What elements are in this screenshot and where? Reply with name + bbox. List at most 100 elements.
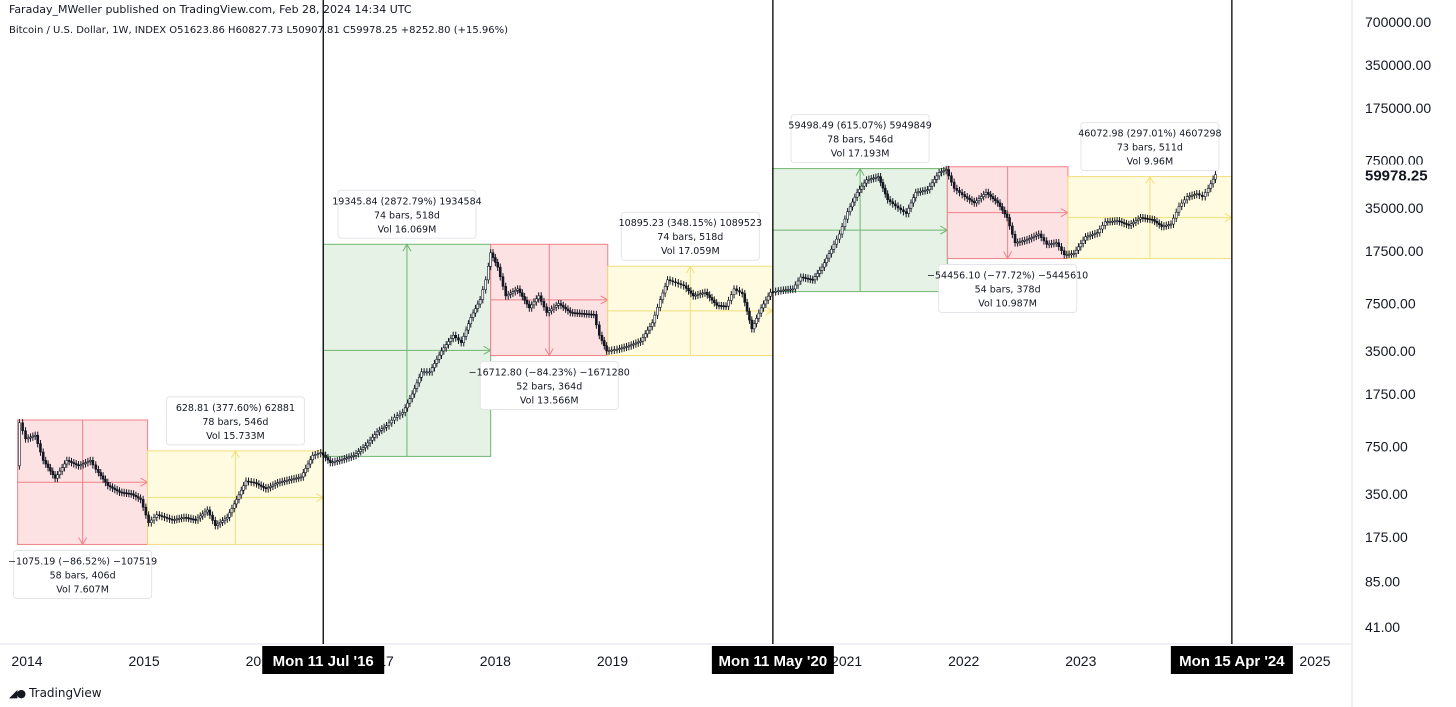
candle-body xyxy=(668,279,672,282)
candle-body xyxy=(727,300,730,307)
candle-body xyxy=(789,288,792,291)
candle-body xyxy=(779,289,783,292)
candle-body xyxy=(597,324,601,336)
candle-body xyxy=(309,459,312,465)
candle-body xyxy=(532,301,536,306)
candle-body xyxy=(896,205,900,209)
candle-body xyxy=(1160,224,1163,227)
measure-arrow-down xyxy=(1003,251,1013,260)
candle-body xyxy=(1209,183,1213,189)
candle-body xyxy=(471,312,475,318)
candle-body xyxy=(972,201,976,204)
time-marker-label-bg[interactable] xyxy=(711,646,834,674)
candle-body xyxy=(809,278,812,281)
candle-body xyxy=(1188,195,1192,198)
candle-body xyxy=(134,494,138,497)
candle-body xyxy=(430,367,434,373)
candle-body xyxy=(1011,225,1014,235)
candle-body xyxy=(285,479,289,482)
measure-callout[interactable] xyxy=(13,549,153,599)
candle-body xyxy=(566,308,570,312)
candle-body xyxy=(474,308,477,314)
candle-body xyxy=(442,347,446,352)
candle-body xyxy=(620,347,624,350)
candle-body xyxy=(592,313,596,316)
candle-body xyxy=(559,303,563,306)
candle-body xyxy=(398,413,402,417)
measure-arrow-up xyxy=(1145,175,1155,184)
candle-body xyxy=(926,189,929,191)
time-marker-label-bg[interactable] xyxy=(1170,646,1293,674)
candle-body xyxy=(1136,218,1140,221)
candle-body xyxy=(600,335,604,341)
candle-body xyxy=(122,492,126,494)
candle-body xyxy=(101,475,105,480)
candle-body xyxy=(262,485,265,488)
candle-body xyxy=(1079,243,1083,248)
measure-callout[interactable] xyxy=(620,211,760,261)
candle-body xyxy=(722,305,725,308)
measure-callout[interactable] xyxy=(479,361,619,411)
measure-arrow-up xyxy=(230,449,240,459)
candle-body xyxy=(44,460,48,465)
candle-body xyxy=(979,196,983,199)
measure-callout-line-3: Vol 13.566M xyxy=(520,396,579,407)
candle-body xyxy=(225,516,229,520)
candle-body xyxy=(855,192,859,198)
candle-body xyxy=(1203,192,1207,197)
candle-body xyxy=(1008,217,1011,227)
measure-callout-line-3: Vol 15.733M xyxy=(206,431,265,442)
candle-body xyxy=(1045,240,1048,245)
candle-body xyxy=(278,481,282,484)
tradingview-brand[interactable]: ◢● TradingView xyxy=(9,686,102,700)
candle-body xyxy=(447,341,450,345)
candle-body xyxy=(401,412,404,415)
candle-body xyxy=(1111,220,1114,223)
candle-body xyxy=(366,442,370,447)
symbol-legend[interactable]: Bitcoin / U.S. Dollar, 1W, INDEX O51623.… xyxy=(9,25,509,36)
measure-callout-line-1: 10895.23 (348.15%) 1089523 xyxy=(619,218,762,229)
candle-body xyxy=(283,480,286,483)
time-marker-label[interactable]: Mon 11 Jul '16 xyxy=(273,653,374,670)
measure-callout[interactable] xyxy=(1080,122,1220,172)
candle-body xyxy=(382,426,386,430)
x-tick-label: 2015 xyxy=(129,653,160,669)
x-tick-label: 2021 xyxy=(831,653,862,669)
candle-body xyxy=(625,346,628,348)
candle-body xyxy=(539,295,543,302)
candle-body xyxy=(1084,236,1087,241)
candle-body xyxy=(31,435,35,438)
candle-body xyxy=(748,310,751,321)
measure-callout[interactable] xyxy=(790,114,930,164)
candle-body xyxy=(106,482,110,486)
measure-callout[interactable] xyxy=(165,396,305,446)
candle-body xyxy=(1150,218,1154,221)
candle-body xyxy=(838,233,841,240)
candle-body xyxy=(287,479,291,481)
candle-body xyxy=(1211,178,1215,185)
time-marker-label-bg[interactable] xyxy=(262,646,385,674)
candle-body xyxy=(49,467,52,472)
candle-body xyxy=(750,319,754,330)
candle-body xyxy=(629,344,633,347)
candle-body xyxy=(576,312,579,315)
candle-body xyxy=(996,200,999,204)
candle-body xyxy=(975,200,978,204)
candle-body xyxy=(29,436,32,439)
candle-body xyxy=(264,487,268,490)
time-marker-label[interactable]: Mon 11 May '20 xyxy=(719,653,828,670)
candle-body xyxy=(454,335,458,339)
candle-body xyxy=(84,462,87,464)
candle-body xyxy=(528,303,531,309)
candle-body xyxy=(496,262,500,268)
candle-body xyxy=(506,294,510,297)
measure-callout[interactable] xyxy=(938,264,1078,314)
time-marker-label[interactable]: Mon 15 Apr '24 xyxy=(1179,653,1285,670)
candle-body xyxy=(618,348,621,350)
candle-body xyxy=(762,303,765,309)
candle-body xyxy=(232,503,236,509)
candle-body xyxy=(494,257,497,263)
measure-callout[interactable] xyxy=(337,189,477,239)
